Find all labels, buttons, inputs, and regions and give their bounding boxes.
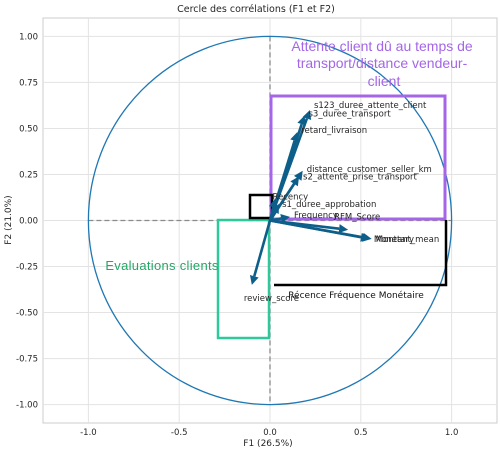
correlation-circle [87,35,453,406]
annotation-purple-line-1: Attente client dû au temps de [291,38,473,54]
arrow-shaft [253,220,272,277]
variable-label: review_score [244,294,299,304]
annotation-purple-line-3: client [368,73,401,89]
x-tick-label: -0.5 [171,428,188,438]
variable-label: Montant_mean [376,235,440,245]
arrow-head [293,170,303,181]
y-tick-label: 0.25 [19,170,38,180]
unit-circle [87,35,453,406]
variable-label: RFM_Score [334,213,380,223]
annotation-purple-line-2: transport/distance vendeur- [297,55,468,71]
variable-labels: s123_duree_attente_clients3_duree_transp… [244,101,439,304]
black-box-large [274,220,448,287]
y-tick-label: 0.75 [19,78,38,88]
x-tick-label: 0.0 [263,428,277,438]
annotations: Attente client dû au temps de transport/… [105,38,476,301]
variable-label: Recency [272,192,308,202]
arrow-head [249,275,259,285]
arrow-head [268,198,278,209]
x-tick-label: 1.0 [445,428,459,438]
annotation-green: Evaluations clients [105,258,219,273]
arrow-head [362,232,372,242]
annotation-purple: Attente client dû au temps de transport/… [291,38,476,89]
y-tick-label: -0.75 [16,355,38,365]
arrow-head [270,203,280,214]
tick-labels: -1.0 -0.5 0.0 0.5 1.0 1.00 0.75 0.50 0.25 0.00 -0.… [16,32,458,438]
variable-label: s1_duree_approbation [282,200,376,210]
variable-label: distance_customer_seller_km [307,165,432,175]
arrow-head [290,132,299,143]
green-box [216,218,271,340]
x-tick-label: -1.0 [80,428,97,438]
arrow-head [297,115,306,126]
y-axis-label: F2 (21.0%) [4,195,14,244]
variable-label: Frequency [294,211,338,221]
variable-label: s123_duree_attente_client [314,101,427,111]
y-tick-label: 1.00 [19,32,38,42]
variable-label: retard_livraison [301,126,367,136]
chart-title: Cercle des corrélations (F1 et F2) [177,4,335,15]
arrows [249,110,372,285]
arrow-head [338,224,349,234]
variable-label: Monetary [374,235,414,245]
variable-label: s3_duree_transport [309,110,392,120]
variable-label: s2_attente_prise_transport [303,172,417,182]
y-tick-label: 0.00 [19,217,38,227]
y-tick-label: -1.00 [16,401,38,411]
y-tick-label: -0.25 [16,263,38,273]
x-axis-label: F1 (26.5%) [243,439,292,449]
annotation-black: Récence Fréquence Monétaire [288,290,424,301]
arrow-head [280,214,290,223]
purple-box [269,94,447,221]
y-tick-label: -0.50 [16,309,38,319]
y-tick-label: 0.50 [19,124,38,134]
arrow-shaft [269,219,364,239]
arrow-head [290,176,300,187]
x-tick-label: 0.5 [354,428,368,438]
highlight-boxes [216,94,448,340]
